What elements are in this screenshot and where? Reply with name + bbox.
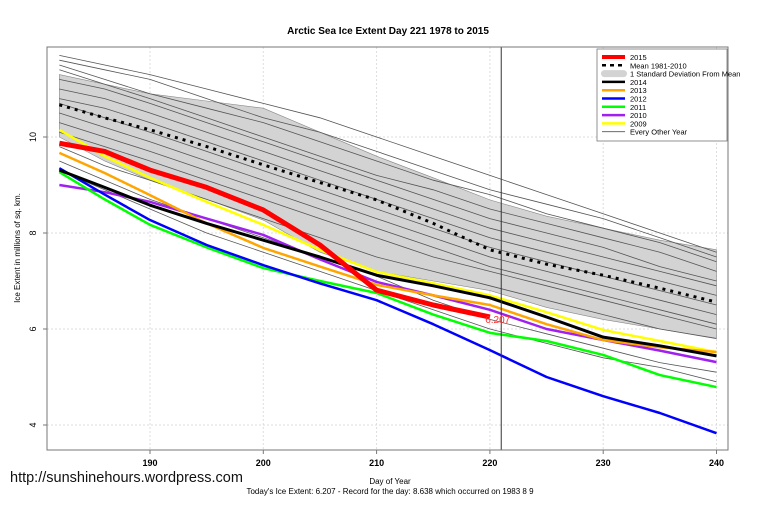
- site-watermark[interactable]: http://sunshinehours.wordpress.com: [10, 470, 243, 486]
- legend-swatch: [601, 70, 627, 78]
- series-line-2011: [58, 170, 717, 389]
- y-tick-label: 4: [28, 422, 38, 427]
- legend-label: 2014: [630, 78, 647, 87]
- x-tick-label: 210: [369, 458, 384, 468]
- y-tick-label: 10: [28, 132, 38, 142]
- current-value-label: 6.207: [485, 315, 510, 326]
- other-year-line: [59, 98, 717, 296]
- std-deviation-band: [59, 74, 717, 339]
- x-tick-label: 200: [256, 458, 271, 468]
- series-line-2015: [58, 140, 491, 320]
- chart-subtitle: Today's Ice Extent: 6.207 - Record for t…: [246, 487, 534, 496]
- legend-label: 1 Standard Deviation From Mean: [630, 70, 740, 79]
- other-year-line: [59, 103, 717, 306]
- other-year-line: [59, 69, 717, 272]
- other-year-line: [59, 55, 717, 253]
- other-year-line: [59, 146, 717, 339]
- series-line-2014: [58, 168, 717, 358]
- x-tick-label: 190: [142, 458, 157, 468]
- other-year-line: [59, 64, 717, 263]
- legend-label: 2013: [630, 86, 647, 95]
- x-tick-label: 240: [709, 458, 724, 468]
- legend-label: 2009: [630, 119, 647, 128]
- legend-label: 2011: [630, 103, 646, 112]
- x-axis-label: Day of Year: [369, 477, 411, 486]
- legend-label: 2010: [630, 111, 647, 120]
- legend-label: 2012: [630, 95, 647, 104]
- legend-label: 2015: [630, 53, 647, 62]
- y-tick-label: 6: [28, 326, 38, 331]
- series-line-2009: [58, 128, 717, 354]
- series-line-2013: [58, 151, 717, 354]
- other-year-line: [59, 79, 717, 282]
- series-line-2012: [58, 167, 717, 435]
- x-tick-label: 220: [482, 458, 497, 468]
- plot-frame: [46, 46, 729, 451]
- y-tick-label: 8: [28, 230, 38, 235]
- x-tick-label: 230: [596, 458, 611, 468]
- other-year-line: [59, 122, 717, 325]
- chart-title: Arctic Sea Ice Extent Day 221 1978 to 20…: [287, 26, 489, 37]
- y-axis-label: Ice Extent in millions of sq. km.: [13, 193, 22, 303]
- other-year-line: [59, 59, 717, 258]
- legend-label: Mean 1981-2010: [630, 61, 687, 70]
- other-year-line: [59, 88, 717, 287]
- other-year-line: [59, 131, 717, 330]
- other-year-line: [59, 112, 717, 315]
- legend-label: Every Other Year: [630, 128, 688, 137]
